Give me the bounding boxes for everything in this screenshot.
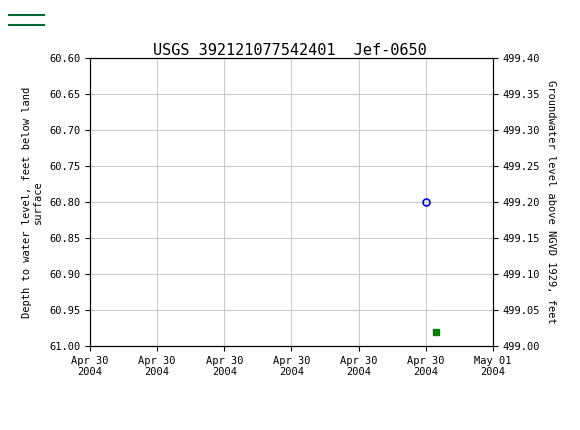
Text: USGS: USGS <box>52 10 96 28</box>
Y-axis label: Groundwater level above NGVD 1929, feet: Groundwater level above NGVD 1929, feet <box>546 80 556 324</box>
Y-axis label: Depth to water level, feet below land
surface: Depth to water level, feet below land su… <box>22 86 44 318</box>
Text: USGS 392121077542401  Jef-0650: USGS 392121077542401 Jef-0650 <box>153 43 427 58</box>
Bar <box>6 4 46 35</box>
